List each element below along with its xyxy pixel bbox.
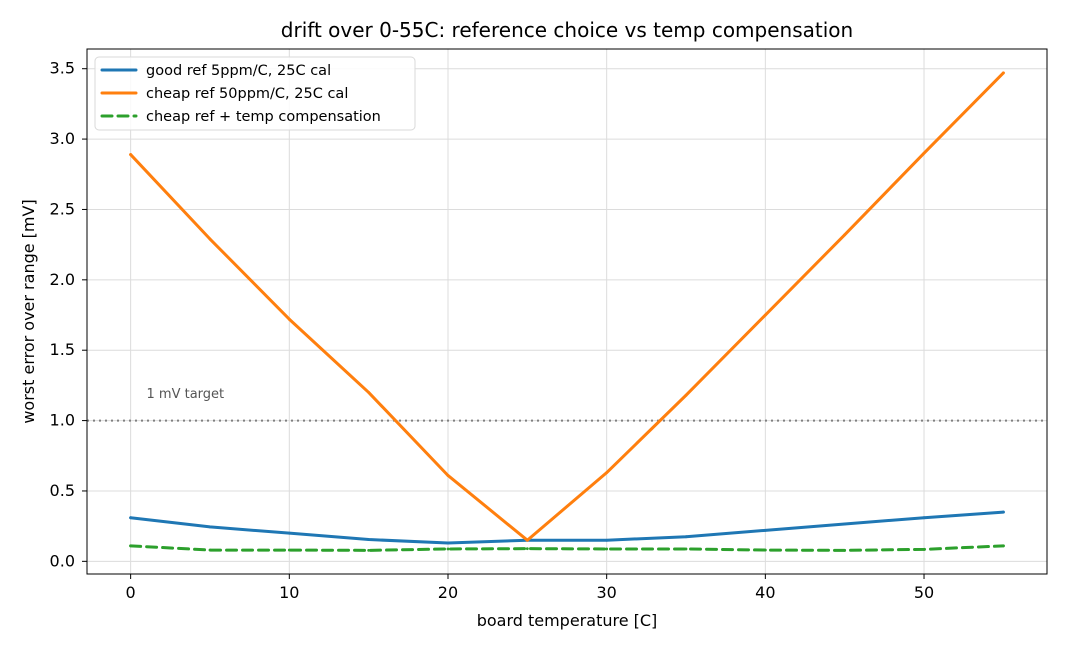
plot-frame — [86, 48, 1048, 575]
x-tick-label: 0 — [126, 583, 136, 602]
y-axis-label: worst error over range [mV] — [19, 199, 38, 423]
series-point-3 — [922, 547, 926, 551]
series-point-3 — [446, 547, 450, 551]
series-point-3 — [129, 544, 133, 548]
series-point-2 — [843, 233, 847, 237]
legend-box — [94, 56, 416, 131]
series-layer — [129, 71, 1005, 552]
series-line-2 — [129, 71, 1005, 542]
series-point-3 — [367, 548, 371, 552]
legend-layer: good ref 5ppm/C, 25C cal cheap ref 50ppm/… — [94, 56, 416, 131]
series-point-1 — [1001, 510, 1005, 514]
legend-label-1: good ref 5ppm/C, 25C cal — [146, 63, 331, 79]
series-point-2 — [129, 153, 133, 156]
series-point-3 — [1001, 544, 1005, 548]
x-tick-label: 10 — [279, 583, 299, 602]
legend-label-2: cheap ref 50ppm/C, 25C cal — [146, 86, 348, 102]
series-point-3 — [684, 547, 688, 551]
series-point-3 — [843, 548, 847, 552]
y-tick-label: 3.0 — [50, 129, 75, 148]
legend-label-3: cheap ref + temp compensation — [146, 109, 381, 125]
axes-layer: 0 10 20 30 40 50 0.0 0.5 1.0 1.5 2.0 2.5 3.0 3.5 — [50, 48, 1048, 602]
y-tick-label: 0.0 — [50, 551, 75, 570]
chart-title: drift over 0-55C: reference choice vs te… — [281, 18, 853, 42]
series-point-2 — [287, 317, 291, 321]
x-tick-label: 20 — [438, 583, 458, 602]
y-tick-label: 2.0 — [50, 270, 75, 289]
series-point-1 — [208, 525, 212, 529]
annotation-label: 1 mV target — [147, 387, 225, 402]
y-tick-label: 1.5 — [50, 340, 75, 359]
series-line-1 — [129, 510, 1005, 545]
series-point-2 — [684, 393, 688, 397]
series-point-1 — [287, 531, 291, 535]
y-tick-label: 1.0 — [50, 411, 75, 430]
series-point-1 — [446, 541, 450, 545]
series-point-1 — [605, 538, 609, 542]
x-tick-label: 50 — [914, 583, 934, 602]
plot-area — [87, 49, 1047, 574]
x-axis-label: board temperature [C] — [477, 611, 658, 630]
series-point-2 — [922, 151, 926, 155]
series-point-1 — [763, 528, 767, 532]
series-point-2 — [1001, 71, 1005, 75]
series-point-3 — [208, 548, 212, 552]
series-point-2 — [525, 538, 529, 542]
series-point-3 — [287, 548, 291, 552]
series-point-3 — [525, 547, 529, 551]
series-point-2 — [208, 237, 212, 241]
reference-layer: 1 mV target — [87, 387, 1047, 422]
x-tick-label: 30 — [596, 583, 616, 602]
series-point-3 — [605, 547, 609, 551]
series-point-1 — [129, 516, 133, 520]
series-point-1 — [922, 516, 926, 520]
y-tick-label: 2.5 — [50, 199, 75, 218]
series-point-3 — [763, 548, 767, 552]
series-point-1 — [367, 538, 371, 541]
y-tick-label: 3.5 — [50, 59, 75, 78]
x-tick-label: 40 — [755, 583, 775, 602]
y-tick-label: 0.5 — [50, 481, 75, 500]
grid-layer — [87, 49, 1047, 574]
series-point-2 — [605, 471, 609, 475]
series-point-2 — [367, 391, 371, 394]
series-point-2 — [446, 474, 450, 477]
series-point-1 — [684, 535, 688, 539]
series-point-2 — [763, 313, 767, 317]
series-line-3 — [129, 544, 1005, 552]
series-point-1 — [843, 522, 847, 526]
